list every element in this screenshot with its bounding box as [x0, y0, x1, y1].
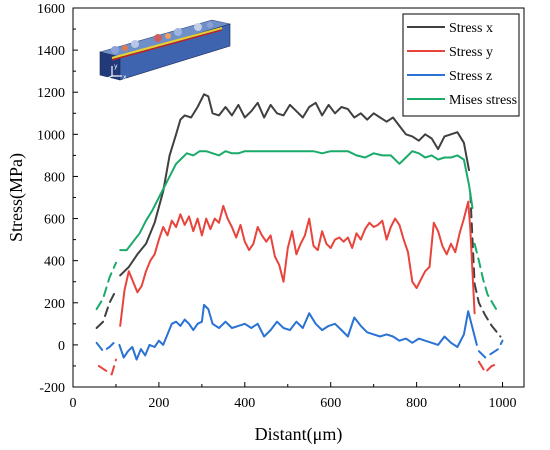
legend-entry: Mises stress — [449, 93, 517, 108]
series-stress-z — [95, 303, 504, 361]
svg-text:z: z — [100, 75, 103, 82]
y-tick-label-1400: 1400 — [37, 44, 65, 59]
series-line-segment — [118, 303, 478, 361]
y-tick-label-600: 600 — [44, 213, 65, 228]
legend-entry: Stress z — [449, 69, 492, 84]
series-line-segment — [119, 150, 474, 252]
series-line-segment — [473, 242, 502, 313]
y-tick-label-1600: 1600 — [37, 2, 65, 17]
y-axis-title: Stress(MPa) — [6, 153, 27, 242]
series-stress-x — [95, 93, 502, 338]
y-tick-label-200: 200 — [44, 297, 65, 312]
legend-entry: Stress y — [449, 45, 493, 60]
x-tick-label-0: 0 — [70, 396, 77, 411]
legend-entry: Stress x — [449, 21, 493, 36]
series-line-segment — [477, 339, 504, 359]
svg-text:x: x — [123, 74, 127, 81]
x-axis-title: Distant(μm) — [255, 424, 343, 445]
series-mises-stress — [95, 150, 502, 313]
series-line-segment — [95, 339, 117, 353]
series-line-segment — [95, 289, 117, 329]
series-line-segment — [477, 360, 500, 374]
y-tick-label-0: 0 — [58, 339, 65, 354]
axis-ticks: 0 200 400 600 800 1000 -200 0 200 400 600 800 1000 12… — [37, 2, 517, 411]
series-line-segment — [119, 200, 476, 327]
svg-text:y: y — [114, 63, 118, 70]
coordinate-axes-icon: y x z — [100, 63, 127, 82]
y-tick-label-400: 400 — [44, 255, 65, 270]
x-tick-label-800: 800 — [406, 396, 427, 411]
series-line-segment — [97, 358, 117, 376]
y-tick-label-800: 800 — [44, 170, 65, 185]
x-tick-label-200: 200 — [148, 396, 169, 411]
x-tick-label-400: 400 — [234, 396, 255, 411]
series-line-segment — [469, 192, 502, 338]
y-tick-label-1200: 1200 — [37, 86, 65, 101]
plot-content — [95, 93, 504, 376]
series-line-segment — [95, 261, 117, 311]
series-line-segment — [119, 93, 470, 277]
y-tick-label-1000: 1000 — [37, 128, 65, 143]
legend: Stress x Stress y Stress z Mises stress — [402, 13, 520, 117]
x-tick-label-1000: 1000 — [489, 396, 517, 411]
beam-model-inset: y x z — [98, 19, 232, 82]
series-stress-y — [97, 200, 500, 376]
x-tick-label-600: 600 — [320, 396, 341, 411]
y-tick-label--200: -200 — [39, 381, 65, 396]
